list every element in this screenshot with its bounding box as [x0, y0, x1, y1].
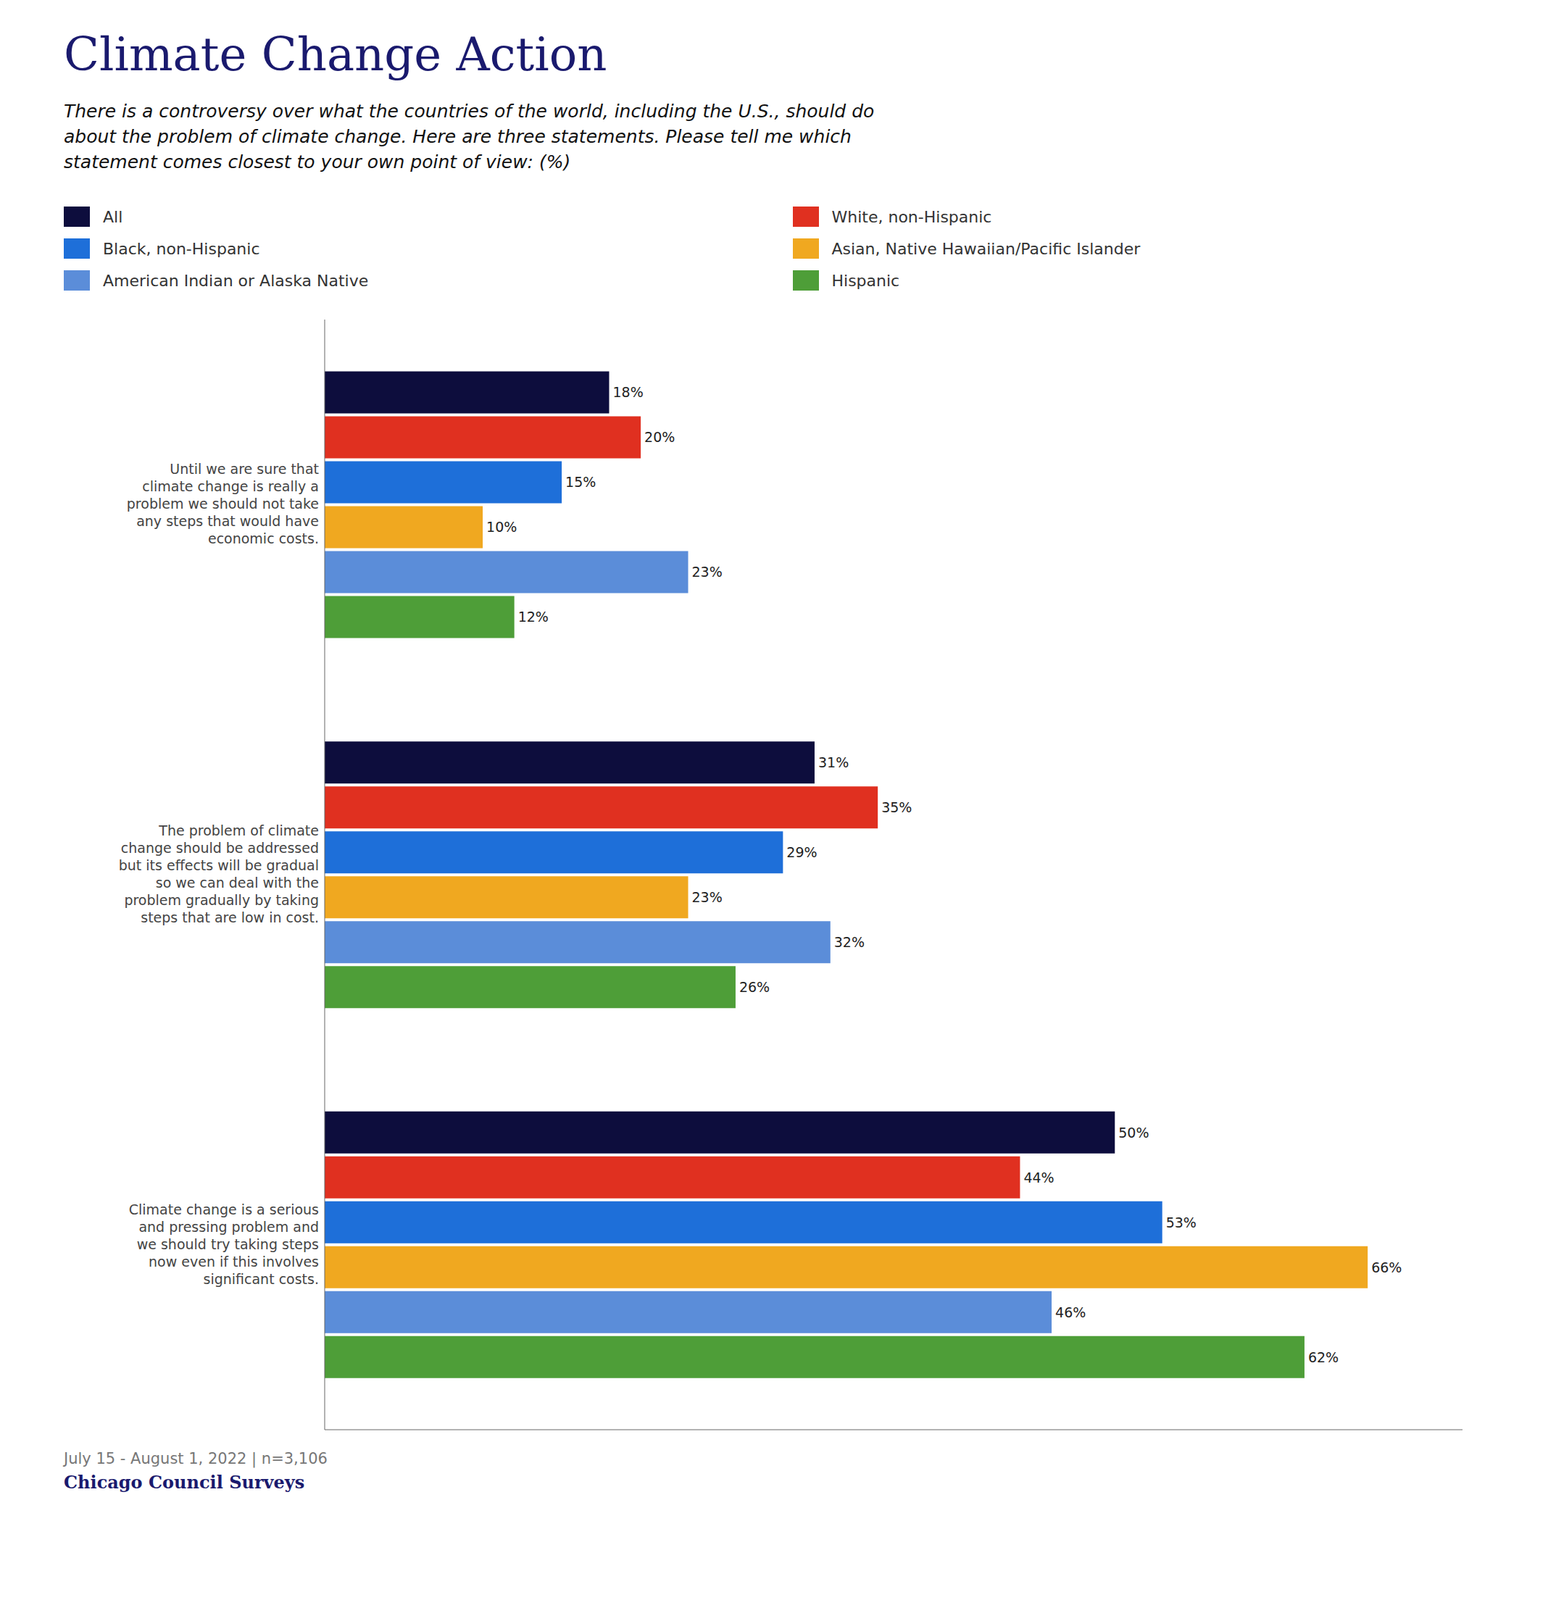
html-text:Asian, Native Hawaiian/Pacific: Asian, Native Hawaiian/Pacific Islander [831, 239, 1141, 258]
svg-text:20%: 20% [644, 429, 675, 445]
svg-text:Climate change is a seriousand: Climate change is a seriousand pressing … [129, 1200, 319, 1287]
svg-text:53%: 53% [1166, 1214, 1197, 1231]
svg-text:The problem of climatechange s: The problem of climatechange should be a… [118, 822, 319, 926]
svg-text:35%: 35% [881, 799, 912, 816]
svg-text:29%: 29% [786, 844, 817, 861]
svg-text:44%: 44% [1023, 1169, 1054, 1186]
html-text:There is a controversy over wh: There is a controversy over what the cou… [63, 100, 875, 173]
html-text:Climate Change Action: Climate Change Action [63, 27, 607, 82]
html-text:Hispanic: Hispanic [831, 271, 900, 290]
svg-text:15%: 15% [565, 473, 596, 490]
html-text:Black, non-Hispanic: Black, non-Hispanic [102, 239, 260, 258]
svg-text:10%: 10% [486, 518, 517, 535]
svg-text:50%: 50% [1118, 1124, 1149, 1141]
svg-text:26%: 26% [739, 979, 770, 996]
svg-text:Until we are sure thatclimate: Until we are sure thatclimate change is … [126, 460, 319, 547]
svg-text:23%: 23% [692, 889, 723, 906]
html-text:White, non-Hispanic: White, non-Hispanic [831, 207, 992, 226]
html-text:All: All [102, 207, 123, 226]
html-text:American Indian or Alaska Nati: American Indian or Alaska Native [102, 271, 369, 290]
svg-text:12%: 12% [518, 608, 549, 625]
svg-text:62%: 62% [1308, 1349, 1339, 1366]
html-text:Chicago Council Surveys: Chicago Council Surveys [63, 1471, 305, 1493]
svg-text:18%: 18% [613, 384, 644, 401]
svg-text:31%: 31% [818, 754, 849, 771]
svg-text:66%: 66% [1371, 1259, 1402, 1276]
svg-text:23%: 23% [692, 563, 723, 580]
html-text:July 15 - August 1, 2022 | n=3: July 15 - August 1, 2022 | n=3,106 [63, 1450, 328, 1468]
svg-text:32%: 32% [834, 934, 865, 951]
svg-text:46%: 46% [1055, 1304, 1086, 1321]
